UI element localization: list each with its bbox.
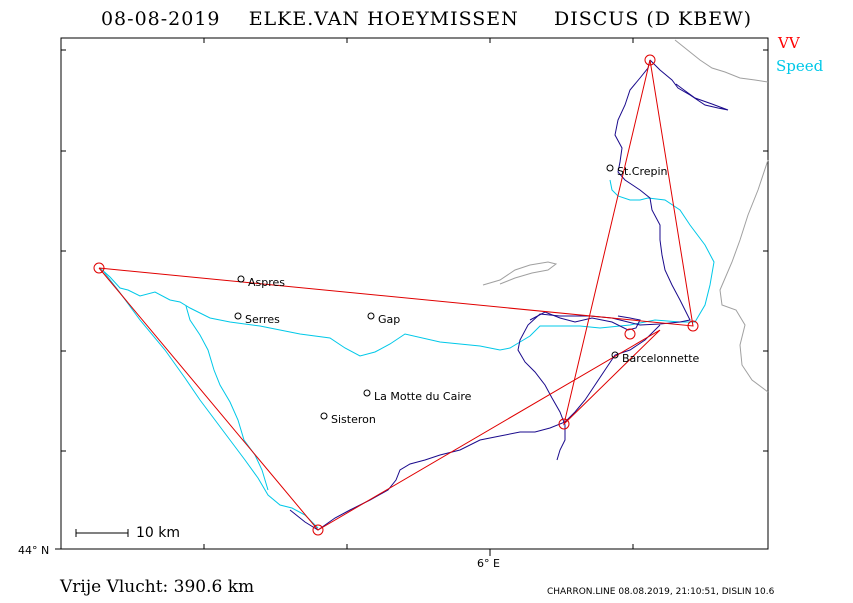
legend-speed: Speed	[776, 57, 824, 75]
flight-title: 08-08-2019 ELKE.VAN HOEYMISSEN DISCUS (D…	[0, 8, 853, 30]
legend-vv: VV	[778, 34, 800, 52]
map-frame	[60, 37, 769, 550]
town-label-serres: Serres	[245, 313, 280, 326]
town-markers	[234, 164, 619, 420]
relief-contours	[482, 39, 769, 393]
flight-distance: Vrije Vlucht: 390.6 km	[60, 577, 255, 597]
town-label-gap: Gap	[378, 313, 401, 326]
flight-date: 08-08-2019	[100, 8, 221, 30]
town-label-sisteron: Sisteron	[331, 413, 376, 426]
turnpoint-2	[644, 54, 656, 66]
speed-track-west	[103, 271, 319, 529]
speed-track-west-2	[185, 305, 269, 491]
longitude-label: 6° E	[477, 557, 500, 570]
flight-track-2	[649, 59, 729, 111]
flight-track-4	[529, 311, 641, 331]
turnpoint-1	[93, 262, 105, 274]
pilot-name: ELKE.VAN HOEYMISSEN	[248, 8, 519, 30]
latitude-label: 44° N	[18, 544, 50, 557]
town-label-aspres: Aspres	[248, 276, 286, 289]
glider-type: DISCUS (D KBEW)	[554, 8, 753, 30]
turnpoint-4	[558, 418, 570, 430]
town-label-la-motte-du-caire: La Motte du Caire	[374, 390, 472, 403]
turnpoint-5	[312, 524, 324, 536]
flight-track-3	[289, 324, 661, 531]
scale-bar	[75, 529, 129, 537]
scale-label: 10 km	[136, 525, 181, 541]
turnpoint-6	[624, 328, 636, 340]
flight-track	[517, 59, 691, 461]
town-label-barcelonnette: Barcelonnette	[622, 352, 700, 365]
turnpoint-3	[687, 320, 699, 332]
credits-line: CHARRON.LINE 08.08.2019, 21:10:51, DISLI…	[547, 587, 775, 597]
speed-track	[99, 179, 715, 357]
task-line	[98, 59, 694, 531]
map-ticks	[55, 38, 768, 556]
town-label-st-crepin: St.Crepin	[617, 165, 668, 178]
